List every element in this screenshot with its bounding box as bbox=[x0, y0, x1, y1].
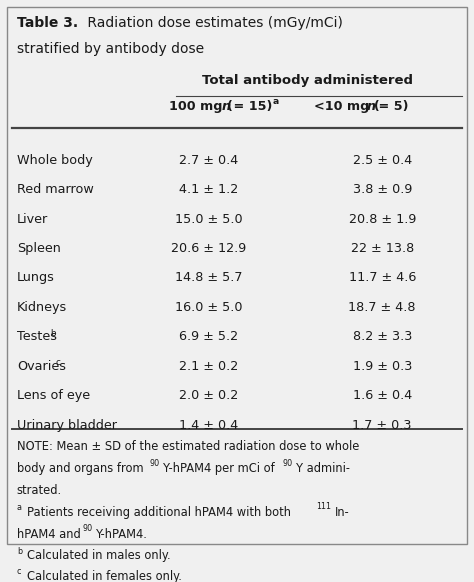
Text: Radiation dose estimates (mGy/mCi): Radiation dose estimates (mGy/mCi) bbox=[83, 16, 343, 30]
Text: 1.4 ± 0.4: 1.4 ± 0.4 bbox=[179, 418, 238, 432]
Text: 2.7 ± 0.4: 2.7 ± 0.4 bbox=[179, 154, 238, 166]
Text: 90: 90 bbox=[149, 459, 160, 468]
Text: 3.8 ± 0.9: 3.8 ± 0.9 bbox=[353, 183, 412, 196]
Text: 1.6 ± 0.4: 1.6 ± 0.4 bbox=[353, 389, 412, 402]
Text: In-: In- bbox=[335, 506, 349, 519]
Text: n: n bbox=[221, 100, 231, 113]
Text: Ovaries: Ovaries bbox=[17, 360, 66, 373]
Text: 8.2 ± 3.3: 8.2 ± 3.3 bbox=[353, 331, 412, 343]
Text: 2.0 ± 0.2: 2.0 ± 0.2 bbox=[179, 389, 238, 402]
Text: 18.7 ± 4.8: 18.7 ± 4.8 bbox=[348, 301, 416, 314]
Text: 2.1 ± 0.2: 2.1 ± 0.2 bbox=[179, 360, 238, 373]
Text: strated.: strated. bbox=[17, 484, 62, 497]
Text: 16.0 ± 5.0: 16.0 ± 5.0 bbox=[175, 301, 243, 314]
Text: stratified by antibody dose: stratified by antibody dose bbox=[17, 42, 204, 56]
Text: <10 mg (: <10 mg ( bbox=[314, 100, 380, 113]
Text: Lens of eye: Lens of eye bbox=[17, 389, 90, 402]
Text: c: c bbox=[55, 358, 60, 367]
Text: 90: 90 bbox=[283, 459, 292, 468]
Text: 14.8 ± 5.7: 14.8 ± 5.7 bbox=[175, 271, 243, 285]
Text: Liver: Liver bbox=[17, 212, 48, 226]
Text: NOTE: Mean ± SD of the estimated radiation dose to whole: NOTE: Mean ± SD of the estimated radiati… bbox=[17, 441, 359, 453]
Text: a: a bbox=[273, 97, 279, 106]
Text: Total antibody administered: Total antibody administered bbox=[202, 74, 413, 87]
Text: 15.0 ± 5.0: 15.0 ± 5.0 bbox=[175, 212, 243, 226]
Text: b: b bbox=[17, 546, 22, 556]
Text: 22 ± 13.8: 22 ± 13.8 bbox=[351, 242, 414, 255]
Text: Y-hPAM4 per mCi of: Y-hPAM4 per mCi of bbox=[164, 462, 279, 475]
Text: Urinary bladder: Urinary bladder bbox=[17, 418, 117, 432]
Text: 1.7 ± 0.3: 1.7 ± 0.3 bbox=[353, 418, 412, 432]
Text: c: c bbox=[17, 567, 21, 576]
Text: 2.5 ± 0.4: 2.5 ± 0.4 bbox=[353, 154, 412, 166]
Text: = 5): = 5) bbox=[374, 100, 408, 113]
Text: Table 3.: Table 3. bbox=[17, 16, 78, 30]
Text: 111: 111 bbox=[317, 502, 332, 512]
Text: 1.9 ± 0.3: 1.9 ± 0.3 bbox=[353, 360, 412, 373]
Text: Y admini-: Y admini- bbox=[297, 462, 350, 475]
Text: a: a bbox=[17, 503, 22, 512]
Text: Calculated in males only.: Calculated in males only. bbox=[27, 549, 171, 562]
Text: Y-hPAM4.: Y-hPAM4. bbox=[97, 527, 148, 541]
Text: 20.6 ± 12.9: 20.6 ± 12.9 bbox=[171, 242, 246, 255]
Text: 6.9 ± 5.2: 6.9 ± 5.2 bbox=[179, 331, 238, 343]
Text: body and organs from: body and organs from bbox=[17, 462, 147, 475]
Text: Testes: Testes bbox=[17, 331, 57, 343]
Text: Lungs: Lungs bbox=[17, 271, 55, 285]
Text: hPAM4 and: hPAM4 and bbox=[17, 527, 84, 541]
Text: Red marrow: Red marrow bbox=[17, 183, 93, 196]
Text: Calculated in females only.: Calculated in females only. bbox=[27, 570, 182, 582]
Text: Kidneys: Kidneys bbox=[17, 301, 67, 314]
Text: 11.7 ± 4.6: 11.7 ± 4.6 bbox=[348, 271, 416, 285]
Text: Patients receiving additional hPAM4 with both: Patients receiving additional hPAM4 with… bbox=[27, 506, 295, 519]
Text: 100 mg (: 100 mg ( bbox=[169, 100, 233, 113]
Text: b: b bbox=[50, 329, 55, 338]
Text: 90: 90 bbox=[82, 524, 92, 533]
Text: 4.1 ± 1.2: 4.1 ± 1.2 bbox=[179, 183, 238, 196]
Text: = 15): = 15) bbox=[228, 100, 272, 113]
Text: 20.8 ± 1.9: 20.8 ± 1.9 bbox=[348, 212, 416, 226]
Text: Whole body: Whole body bbox=[17, 154, 92, 166]
Text: Spleen: Spleen bbox=[17, 242, 61, 255]
Text: n: n bbox=[367, 100, 376, 113]
